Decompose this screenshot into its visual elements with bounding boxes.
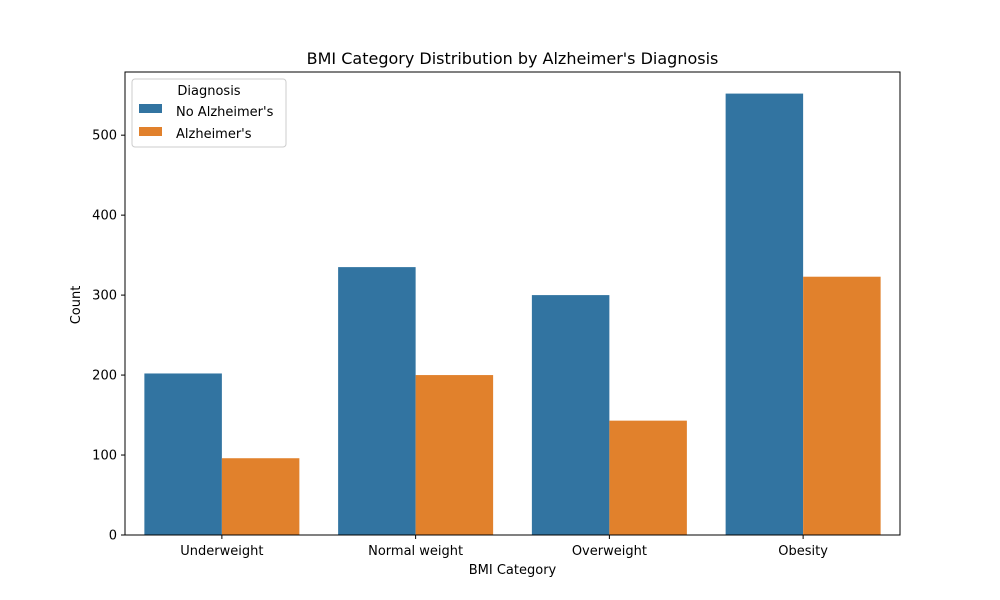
bar-alzheimer-s-normal-weight [415,375,494,535]
bar-no-alzheimer-s-obesity [725,93,804,536]
y-tick-label-0: 0 [109,529,117,544]
legend-box [131,78,287,148]
y-tick-label-400: 400 [92,209,117,224]
y-axis-label: Count [69,286,84,325]
bars-layer [144,93,881,536]
x-tick-label-overweight: Overweight [572,544,647,559]
y-tick-label-500: 500 [92,129,117,144]
plot-frame [124,71,901,536]
y-tick-label-300: 300 [92,289,117,304]
x-axis-label: BMI Category [469,563,557,578]
bar-alzheimer-s-obesity [803,276,881,535]
legend-swatch-no-alzheimers [139,104,162,113]
x-tick-label-obesity: Obesity [778,544,828,559]
legend-label-alzheimers: Alzheimer's [176,127,252,142]
y-tick-label-200: 200 [92,369,117,384]
legend-label-no-alzheimers: No Alzheimer's [176,105,274,120]
y-tick-label-100: 100 [92,449,117,464]
bar-no-alzheimer-s-underweight [144,373,222,535]
bar-alzheimer-s-underweight [221,458,300,535]
bar-no-alzheimer-s-normal-weight [338,267,416,535]
bar-alzheimer-s-overweight [609,420,687,535]
chart-title: BMI Category Distribution by Alzheimer's… [307,49,719,68]
legend: Diagnosis No Alzheimer's Alzheimer's [131,78,287,148]
bar-no-alzheimer-s-overweight [531,295,610,535]
axes-layer: Underweight Normal weight Overweight Obesit… [92,129,828,559]
x-tick-label-underweight: Underweight [180,544,263,559]
legend-swatch-alzheimers [139,127,162,136]
x-tick-label-normal-weight: Normal weight [368,544,463,559]
legend-title: Diagnosis [177,84,240,99]
